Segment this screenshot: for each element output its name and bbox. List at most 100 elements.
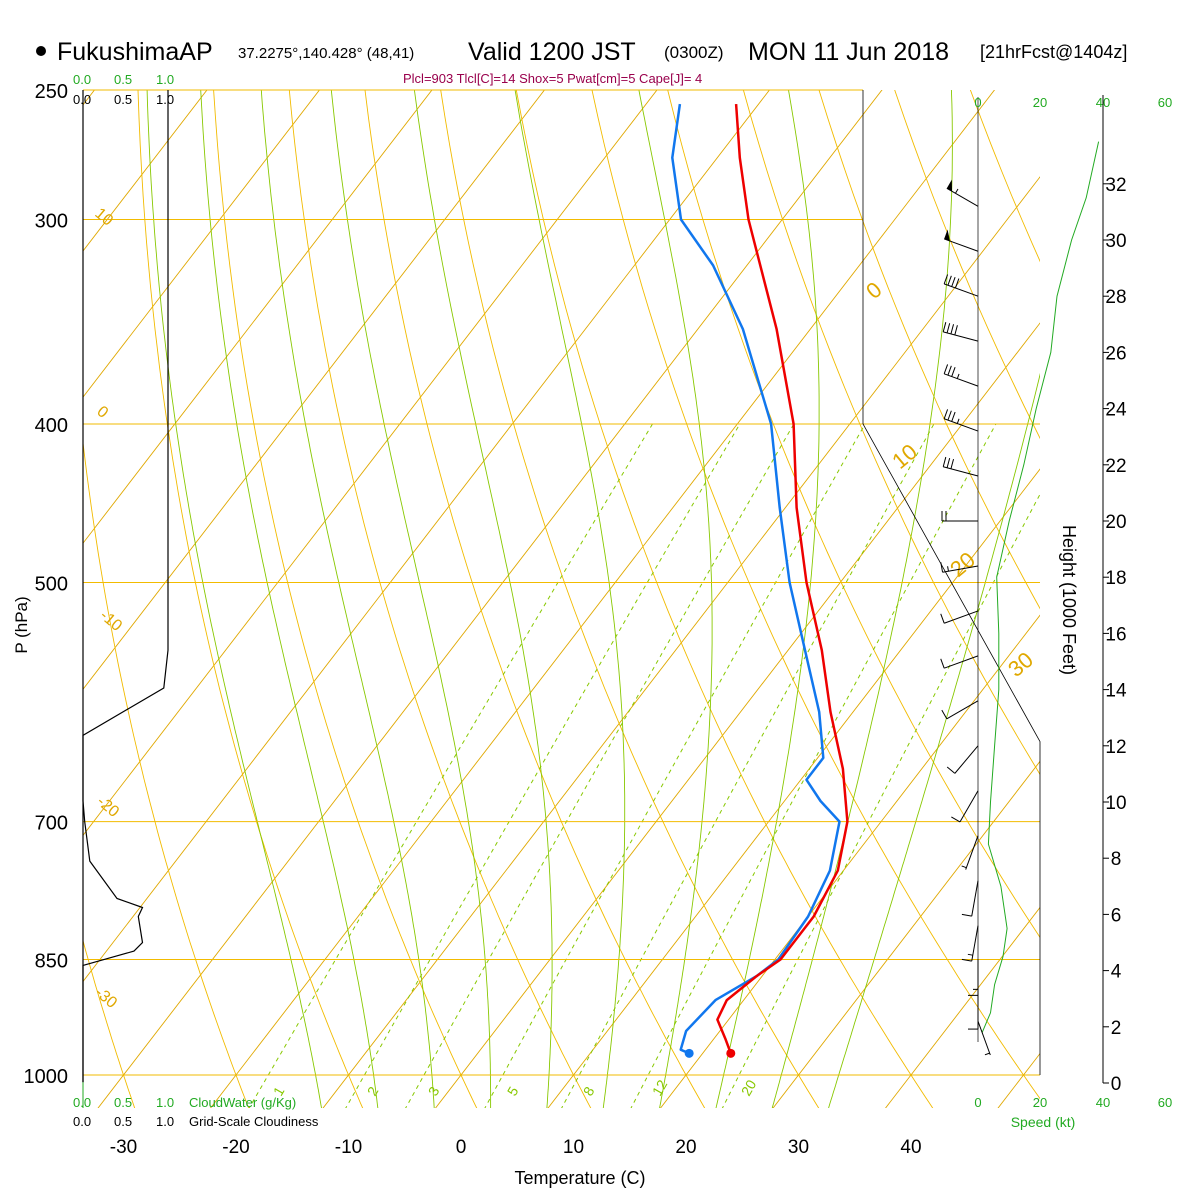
dewpoint-line-surface-dot <box>684 1048 694 1058</box>
isotherm-line <box>83 90 546 691</box>
sounding-profiles <box>671 103 849 1058</box>
moist-adiabat-line <box>514 90 626 1108</box>
wind-barb-feather <box>946 323 951 334</box>
dry-adiabat-line <box>83 439 250 1108</box>
wind-barb-feather <box>951 366 956 377</box>
dry-adiabat-line <box>515 90 934 1108</box>
wind-barb <box>944 229 979 252</box>
mixing-ratio-label: 8 <box>580 1084 598 1099</box>
mixing-ratio-line <box>561 423 935 1108</box>
wind-barb-half-feather <box>956 373 960 379</box>
dry-adiabat-line <box>818 90 1040 610</box>
cl-top-tick-1: 0.5 <box>114 92 132 107</box>
mixing-ratio-label: 2 <box>364 1084 382 1099</box>
cl-top-tick-0: 0.0 <box>73 92 91 107</box>
adiabat-label: 0 <box>861 277 886 304</box>
wind-barb-feather <box>947 275 952 286</box>
pressure-tick-label: 300 <box>35 211 68 233</box>
dry-adiabat-line <box>591 90 1040 1100</box>
pressure-tick-label: 250 <box>35 81 68 103</box>
zulu-time: (0300Z) <box>664 43 724 62</box>
dry-adiabat-line <box>288 90 592 1108</box>
wind-barb-feather <box>951 411 956 422</box>
temperature-tick-label: 0 <box>456 1137 467 1158</box>
wind-barb-shaft <box>943 331 979 342</box>
wind-barb-shaft <box>959 790 979 823</box>
moist-adiabat-line <box>828 372 1040 1108</box>
dry-adiabat-line <box>742 90 1040 776</box>
isotherm-line <box>83 90 658 837</box>
cw-tick-0: 0.0 <box>73 1095 91 1110</box>
wind-barb-shaft <box>971 925 979 962</box>
temperature-tick-label: -20 <box>222 1137 249 1158</box>
height-tick-label: 24 <box>1105 400 1127 421</box>
height-tick-label: 14 <box>1105 681 1127 702</box>
wind-barb <box>940 655 979 669</box>
height-tick-label: 0 <box>1111 1074 1122 1095</box>
mixing-ratio-label: 20 <box>738 1077 760 1099</box>
wind-barb-feather <box>943 409 949 419</box>
wind-barb-feather <box>943 274 949 285</box>
height-tick-label: 28 <box>1105 287 1126 308</box>
isotherm-line <box>83 90 208 252</box>
mixing-ratio-line <box>345 423 741 1108</box>
wind-barb-half-feather <box>967 953 973 956</box>
speed-top-tick-label: 20 <box>1033 95 1047 110</box>
temperature-tick-label: 30 <box>788 1137 809 1158</box>
height-tick-label: 16 <box>1105 624 1126 645</box>
height-tick-label: 30 <box>1105 231 1126 252</box>
wind-barb <box>961 835 979 870</box>
wind-barb <box>961 925 979 962</box>
wind-barb <box>968 959 979 996</box>
speed-top-tick-label: 40 <box>1096 95 1110 110</box>
cw-top-tick-0: 0.0 <box>73 72 91 87</box>
wind-barb-feather <box>942 322 947 332</box>
wind-barb-shaft <box>943 466 979 477</box>
isotherm-label: 0 <box>93 403 111 422</box>
dry-adiabat-line <box>364 90 706 1108</box>
height-tick-label: 26 <box>1105 343 1126 364</box>
wind-barb-pennant <box>944 229 950 241</box>
height-tick-label: 8 <box>1111 849 1122 870</box>
wind-barb <box>941 700 979 720</box>
wind-barb-shaft <box>954 745 979 774</box>
height-tick-label: 10 <box>1105 793 1126 814</box>
wind-barb <box>977 1021 991 1056</box>
wind-barb-feather <box>941 709 948 720</box>
wind-barb <box>942 456 979 477</box>
wind-barb-shaft <box>971 880 979 917</box>
isotherm-label: -10 <box>96 607 125 635</box>
isotherm-line <box>210 90 996 1108</box>
pressure-tick-label: 1000 <box>24 1066 69 1088</box>
adiabat-label: 10 <box>887 439 922 474</box>
wind-barb <box>951 790 979 823</box>
wind-barb-feather <box>954 325 958 336</box>
height-tick-label: 6 <box>1111 905 1122 926</box>
isotherm-line <box>772 760 1040 1108</box>
wind-barb-feather <box>961 913 972 917</box>
wind-barb-half-feather <box>955 188 959 194</box>
wind-barb-feather <box>940 562 944 573</box>
cw-top-tick-2: 1.0 <box>156 72 174 87</box>
speed-bottom-tick-label: 0 <box>974 1095 981 1110</box>
speed-top-tick-label: 0 <box>974 95 981 110</box>
wind-barb-feather <box>951 277 956 287</box>
wind-barb-feather <box>946 457 951 468</box>
height-axis-label: Height (1000 Feet) <box>1059 525 1079 675</box>
wind-barb-feather <box>942 456 947 467</box>
wind-barb-shaft <box>942 565 979 573</box>
isotherm-line <box>83 90 771 983</box>
isotherm-line <box>322 176 1040 1108</box>
cw-tick-2: 1.0 <box>156 1095 174 1110</box>
moist-adiabat-line <box>200 90 379 1108</box>
wind-barb-feather <box>950 459 955 469</box>
wind-barb <box>968 993 979 1030</box>
valid-date: MON 11 Jun 2018 <box>748 38 949 66</box>
wind-barb-feather <box>961 958 972 962</box>
moist-adiabat-line <box>638 90 713 1108</box>
wind-barb <box>943 364 979 387</box>
thermo-grid <box>0 61 1040 1110</box>
dry-adiabat-line <box>0 61 21 1110</box>
mixing-ratio-line <box>248 423 653 1108</box>
